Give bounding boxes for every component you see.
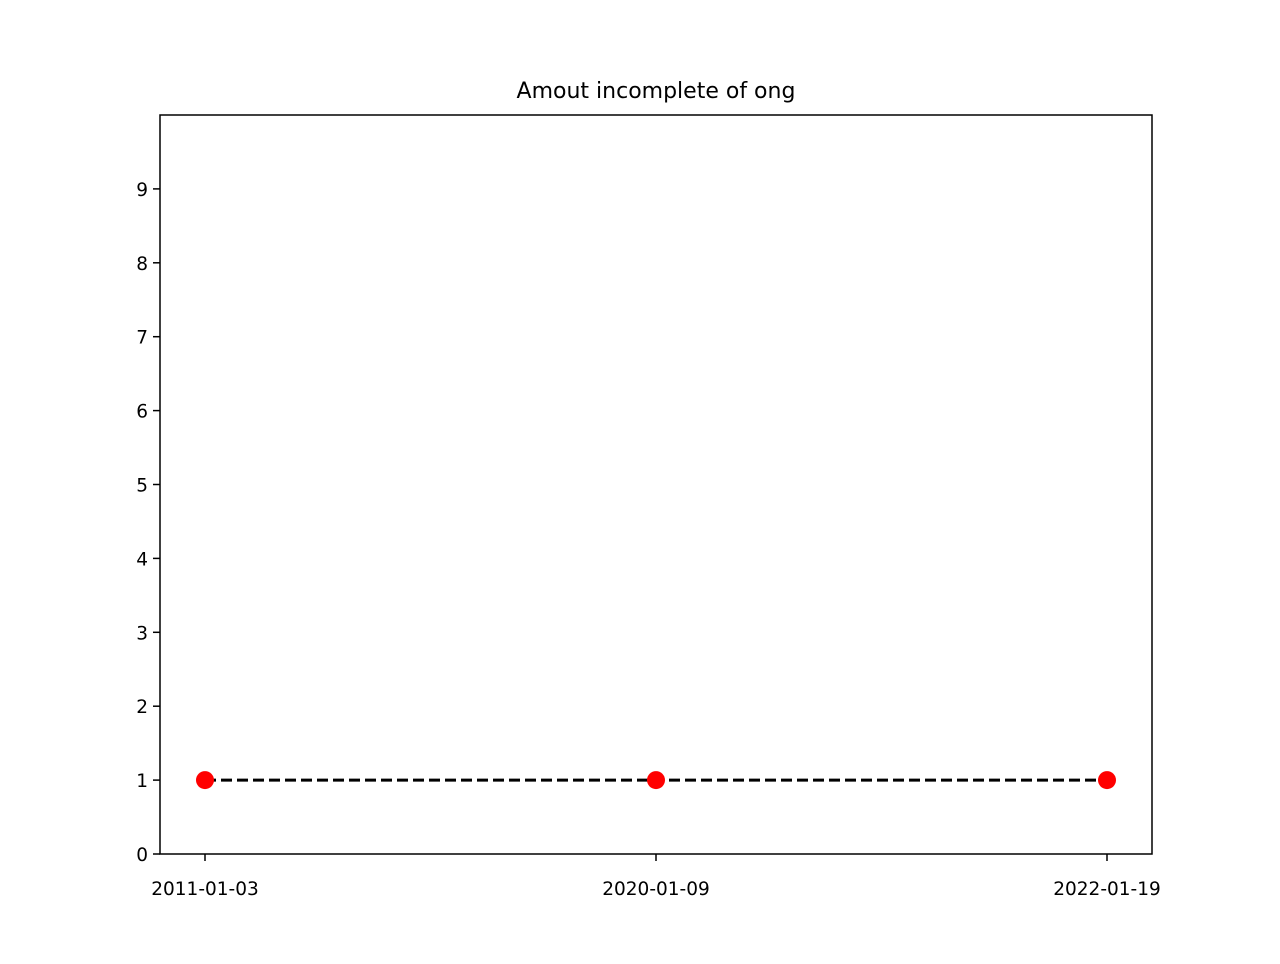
y-tick-label: 5 [136, 476, 148, 497]
y-axis: 0 1 2 3 4 5 6 7 8 9 [136, 180, 160, 866]
y-tick-label: 0 [136, 845, 148, 866]
y-tick-label: 6 [136, 402, 148, 423]
x-tick-label: 2022-01-19 [1053, 879, 1161, 900]
y-tick-label: 1 [136, 771, 148, 792]
x-tick-label: 2011-01-03 [151, 879, 259, 900]
plot-frame [159, 114, 1153, 855]
x-tick-label: 2020-01-09 [602, 879, 710, 900]
y-tick-label: 2 [136, 697, 148, 718]
y-tick-label: 3 [136, 623, 148, 644]
y-tick-label: 4 [136, 549, 148, 570]
y-tick-label: 7 [136, 328, 148, 349]
data-point [1098, 771, 1116, 790]
data-point [196, 771, 214, 790]
x-axis: 2011-01-03 2020-01-09 2022-01-19 [151, 854, 1161, 900]
chart-title: Amout incomplete of ong [517, 79, 796, 104]
series-layer [196, 771, 1116, 790]
data-point [647, 771, 665, 790]
y-tick-label: 9 [136, 180, 148, 201]
y-tick-label: 8 [136, 254, 148, 275]
